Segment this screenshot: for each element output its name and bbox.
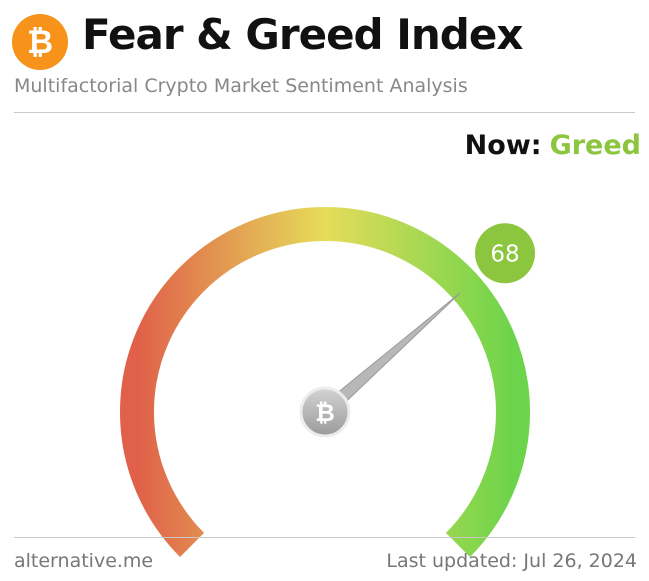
bitcoin-logo-icon: ₿ [12,14,68,70]
value-text: 68 [490,241,519,267]
hub-bitcoin-icon: ₿ [315,399,335,427]
value-bubble [475,223,536,284]
bitcoin-glyph: ₿ [26,23,54,61]
footer-divider [14,537,635,538]
last-updated: Last updated: Jul 26, 2024 [386,550,637,572]
gauge-arc [120,207,530,557]
current-sentiment: Now: Greed [465,130,641,161]
now-value: Greed [549,130,641,161]
gauge-hub [299,386,351,438]
source-link[interactable]: alternative.me [14,550,154,572]
header-divider [14,112,635,113]
page-title: Fear & Greed Index [82,10,523,59]
page-subtitle: Multifactorial Crypto Market Sentiment A… [14,75,468,97]
now-label: Now: [464,130,542,161]
